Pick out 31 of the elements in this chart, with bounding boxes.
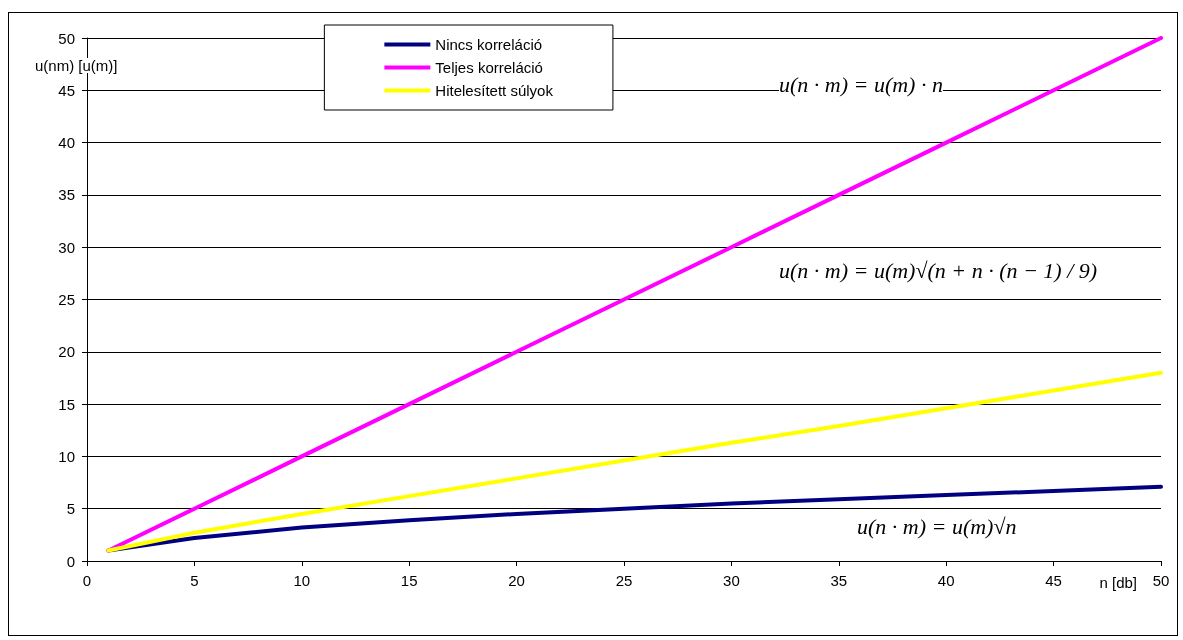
y-tick-label: 10 xyxy=(58,447,75,465)
x-tick-label: 45 xyxy=(1045,572,1062,589)
x-tick-label: 35 xyxy=(830,572,848,589)
y-tick-label: 20 xyxy=(58,343,75,361)
x-tick-label: 20 xyxy=(508,572,525,589)
annotation: u(n · m) = u(m)√n xyxy=(857,513,1017,539)
y-tick-label: 40 xyxy=(58,134,75,152)
annotation: u(n · m) = u(m)√(n + n · (n − 1) / 9) xyxy=(779,257,1098,283)
x-axis-title: n [db] xyxy=(1099,574,1137,591)
y-tick-label: 15 xyxy=(58,395,75,413)
y-tick-label: 25 xyxy=(58,291,75,308)
legend-label: Teljes korreláció xyxy=(435,59,543,76)
x-tick-label: 25 xyxy=(615,572,633,589)
legend-label: Hitelesített súlyok xyxy=(435,82,554,99)
y-tick-label: 35 xyxy=(58,186,75,204)
y-tick-label: 50 xyxy=(58,29,75,47)
x-tick-label: 50 xyxy=(1152,572,1170,589)
x-tick-label: 30 xyxy=(723,572,740,589)
y-tick-label: 0 xyxy=(66,552,75,570)
x-tick-label: 10 xyxy=(293,572,311,589)
x-tick-label: 0 xyxy=(82,572,92,589)
x-tick-label: 40 xyxy=(937,572,955,589)
y-axis-title: u(nm) [u(m)] xyxy=(35,57,118,74)
y-tick-label: 5 xyxy=(66,500,75,518)
line-series xyxy=(106,370,1163,553)
legend-label: Nincs korreláció xyxy=(435,36,543,53)
y-tick-label: 45 xyxy=(58,81,75,99)
x-tick-label: 15 xyxy=(400,572,418,589)
x-tick-label: 5 xyxy=(190,572,199,589)
y-tick-label: 30 xyxy=(58,238,75,256)
annotation: u(n · m) = u(m) · n xyxy=(779,71,943,97)
